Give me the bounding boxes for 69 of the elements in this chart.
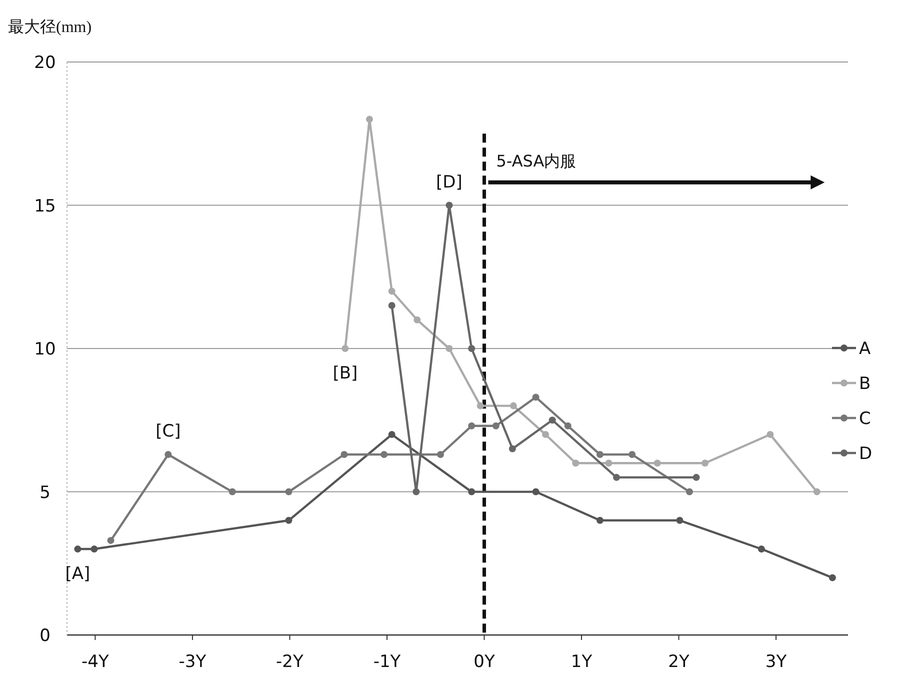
- point: [468, 345, 476, 352]
- point: [285, 516, 292, 524]
- legend-label: D: [859, 444, 872, 464]
- point: [510, 402, 517, 410]
- point: [468, 488, 476, 496]
- point: [476, 402, 484, 410]
- point: [74, 546, 82, 553]
- x-tick-label: -2Y: [276, 652, 304, 672]
- y-tick-label: 0: [40, 626, 50, 646]
- point: [164, 451, 172, 458]
- legend-label: A: [859, 339, 871, 359]
- point: [366, 116, 373, 123]
- point: [596, 516, 604, 524]
- point: [813, 488, 820, 496]
- point: [766, 430, 774, 438]
- y-tick-label: 15: [34, 196, 56, 216]
- x-tick-label: 2Y: [668, 652, 690, 672]
- point: [564, 422, 572, 430]
- point: [446, 202, 453, 209]
- legend-label: B: [859, 374, 871, 394]
- point: [388, 288, 396, 295]
- point: [596, 451, 604, 458]
- point: [828, 574, 836, 582]
- x-tick-label: -3Y: [178, 652, 207, 672]
- y-tick-label: 20: [34, 53, 56, 73]
- point: [532, 394, 540, 401]
- annotation: [A]: [65, 564, 90, 584]
- legend-label: C: [859, 409, 871, 429]
- y-tick-label: 10: [34, 340, 56, 360]
- y-tick-label: 5: [40, 482, 50, 503]
- point: [285, 488, 292, 496]
- point: [702, 460, 709, 467]
- point: [613, 474, 620, 481]
- point: [414, 316, 421, 324]
- point: [436, 451, 444, 458]
- point: [446, 345, 453, 352]
- point: [542, 430, 550, 438]
- point: [508, 445, 516, 452]
- annotation: [C]: [156, 422, 181, 442]
- point: [572, 460, 580, 467]
- x-tick-label: 1Y: [570, 652, 593, 672]
- x-tick-label: -4Y: [82, 652, 110, 672]
- point: [654, 460, 661, 467]
- x-tick-label: 0Y: [474, 652, 496, 672]
- point: [412, 488, 420, 496]
- point: [692, 474, 700, 481]
- point: [380, 451, 388, 458]
- y-axis-title: 最大径(mm): [8, 18, 92, 36]
- point: [676, 516, 684, 524]
- point: [90, 546, 98, 553]
- x-tick-label: -1Y: [373, 652, 402, 672]
- annotation: [D]: [436, 172, 462, 192]
- point: [758, 546, 765, 553]
- point: [605, 460, 612, 467]
- point: [468, 422, 476, 430]
- point: [228, 488, 236, 496]
- point: [548, 416, 556, 424]
- annotation: 5-ASA内服: [496, 151, 576, 170]
- point: [340, 451, 348, 458]
- point: [628, 451, 636, 458]
- point: [686, 488, 693, 496]
- x-tick-label: 3Y: [765, 652, 788, 672]
- point: [107, 536, 114, 544]
- point: [492, 422, 500, 430]
- annotation: [B]: [332, 364, 358, 384]
- point: [532, 488, 540, 496]
- point: [342, 345, 349, 352]
- point: [388, 430, 396, 438]
- point: [388, 302, 396, 310]
